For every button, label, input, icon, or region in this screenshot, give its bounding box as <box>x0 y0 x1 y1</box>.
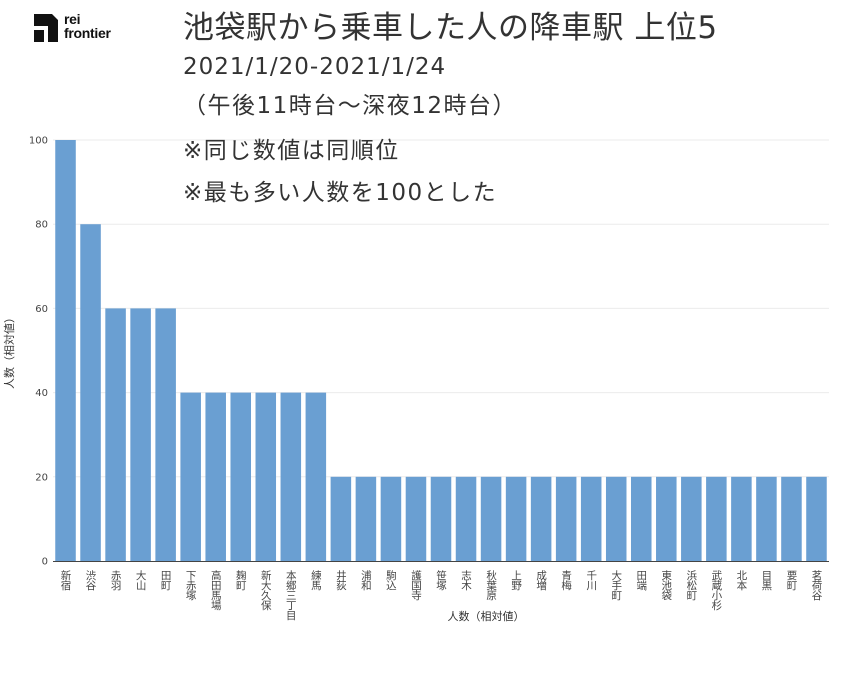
x-tick-label: 要町 <box>785 570 797 590</box>
brand-logo: rei frontier <box>34 12 134 46</box>
x-tick-label: 高田馬場 <box>210 569 222 611</box>
y-tick-label: 40 <box>35 388 48 399</box>
x-tick-label: 東池袋 <box>660 569 672 600</box>
bar <box>731 476 752 561</box>
bar <box>130 308 151 561</box>
x-tick-label: 志木 <box>460 569 472 591</box>
x-tick-label: 練馬 <box>310 569 322 591</box>
bar <box>756 476 777 561</box>
x-tick-label: 渋谷 <box>85 569 97 591</box>
x-tick-label: 茗荷谷 <box>810 570 822 601</box>
bar <box>706 476 727 561</box>
bar <box>405 476 427 561</box>
x-tick-label: 千川 <box>585 570 597 590</box>
bar <box>355 476 377 561</box>
bar <box>205 392 226 561</box>
logo-line1: rei <box>64 11 81 27</box>
bar <box>630 476 652 561</box>
bar <box>806 476 827 561</box>
x-tick-label: 笹塚 <box>435 569 447 591</box>
y-axis-title: 人数（相対値） <box>2 312 16 389</box>
logo-line2: frontier <box>64 25 111 41</box>
bar <box>656 476 677 561</box>
bar <box>230 392 252 561</box>
x-tick-label: 下赤塚 <box>185 570 197 601</box>
x-tick-label: 田町 <box>160 570 172 590</box>
bar <box>480 476 502 561</box>
x-tick-label: 北本 <box>735 570 747 591</box>
y-tick-label: 20 <box>35 472 48 483</box>
x-tick-label: 秋葉原 <box>485 569 497 600</box>
bar <box>530 476 552 561</box>
note-normalized: ※最も多い人数を100とした <box>183 180 498 206</box>
x-tick-label: 赤羽 <box>110 570 122 590</box>
chart-title: 池袋駅から乗車した人の降車駅 上位5 <box>183 10 718 46</box>
x-tick-label: 浦和 <box>360 569 372 591</box>
chart-subtitle: 2021/1/20-2021/1/24 <box>183 54 447 80</box>
y-tick-label: 60 <box>35 304 48 315</box>
bar <box>555 476 577 561</box>
x-tick-label: 井荻 <box>335 569 347 591</box>
x-tick-label: 駒込 <box>385 570 397 590</box>
x-tick-label: 青梅 <box>560 569 572 591</box>
bar <box>80 224 101 561</box>
bar <box>681 476 702 561</box>
bar <box>455 476 477 561</box>
x-tick-label: 大手町 <box>610 569 622 600</box>
x-tick-label: 麹町 <box>235 569 247 590</box>
x-tick-label: 新宿 <box>60 569 72 591</box>
logo-mark-icon <box>34 14 58 42</box>
bar <box>580 476 602 561</box>
bar <box>55 140 76 561</box>
x-tick-label: 武蔵小杉 <box>710 569 722 611</box>
bar <box>255 392 277 561</box>
x-tick-label: 上野 <box>510 570 522 590</box>
y-tick-label: 100 <box>29 136 48 147</box>
bar <box>180 392 201 561</box>
x-tick-label: 目黒 <box>760 570 772 591</box>
bar <box>605 476 627 561</box>
note-time-range: （午後11時台〜深夜12時台） <box>183 93 518 119</box>
x-tick-label: 成増 <box>535 570 547 591</box>
bar <box>781 476 802 561</box>
bar <box>280 392 302 561</box>
bar <box>105 308 126 561</box>
x-tick-label: 新大久保 <box>260 569 272 611</box>
logo-text: rei frontier <box>64 12 111 40</box>
x-tick-label: 田端 <box>635 570 647 591</box>
bar <box>155 308 176 561</box>
x-tick-label: 大山 <box>135 569 147 590</box>
bar <box>430 476 452 561</box>
bar <box>380 476 402 561</box>
note-same-rank: ※同じ数値は同順位 <box>183 138 400 164</box>
bar <box>305 392 327 561</box>
y-tick-label: 80 <box>35 220 48 231</box>
y-tick-label: 0 <box>42 557 48 568</box>
x-tick-label: 浜松町 <box>685 570 697 600</box>
x-tick-label: 護国寺 <box>410 569 422 600</box>
bar <box>330 476 352 561</box>
bar <box>505 476 527 561</box>
x-tick-label: 本郷三丁目 <box>285 569 297 620</box>
x-axis-title: 人数（相対値） <box>448 609 525 623</box>
